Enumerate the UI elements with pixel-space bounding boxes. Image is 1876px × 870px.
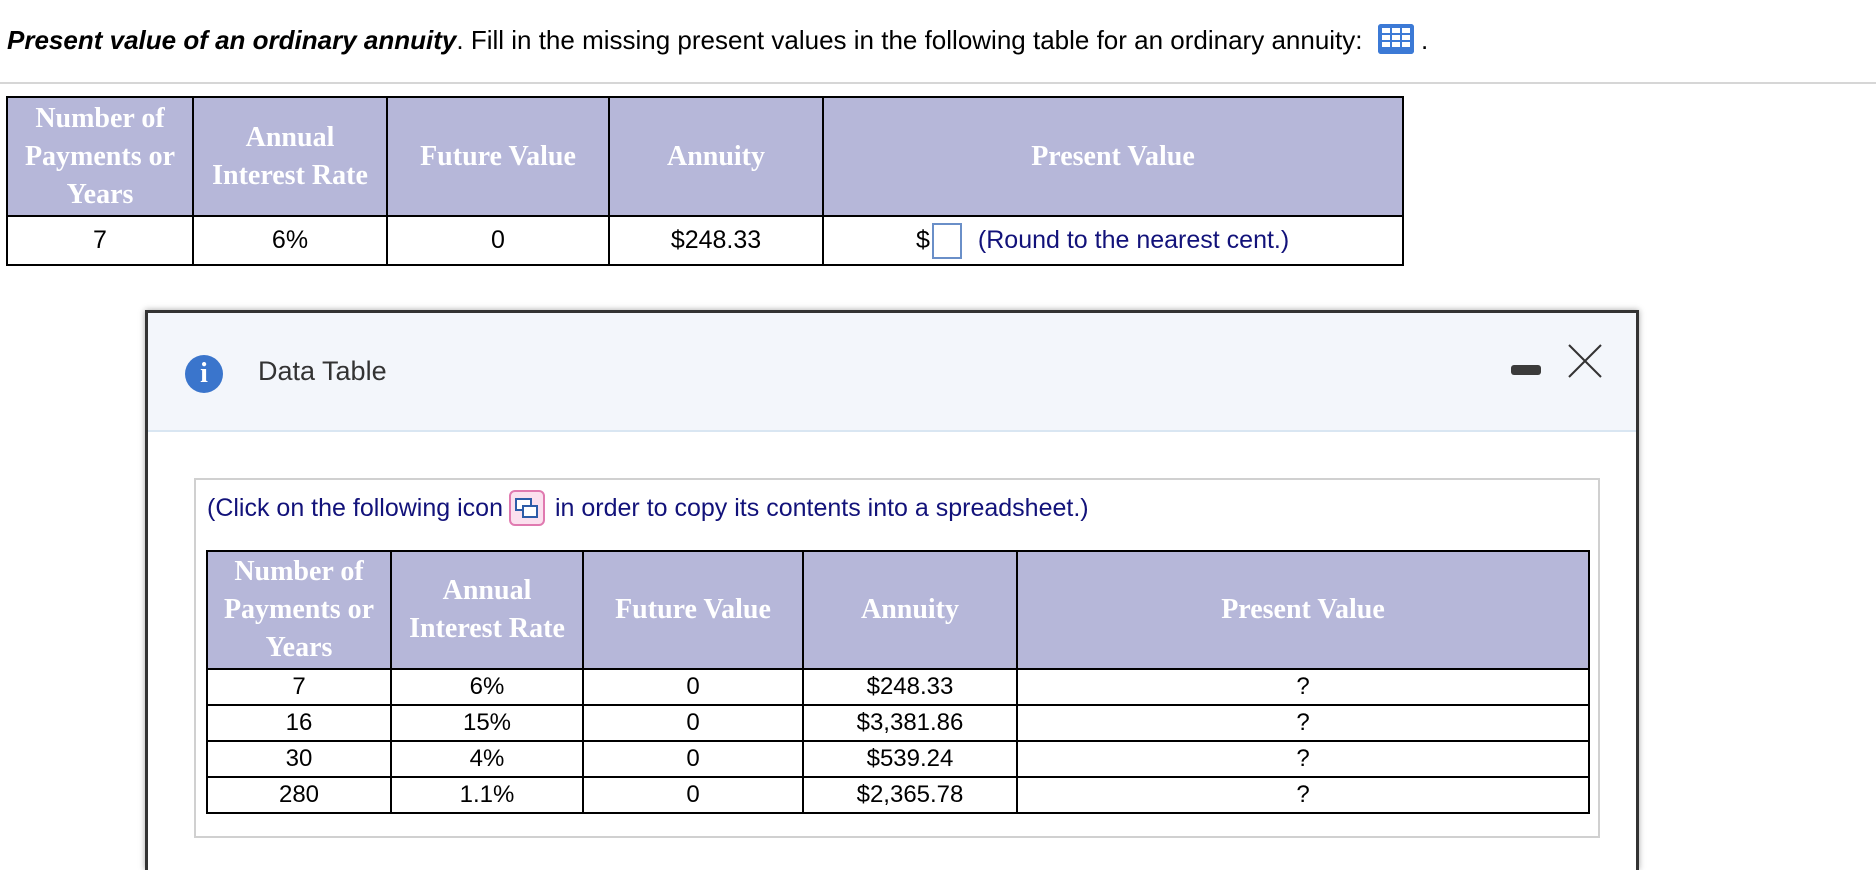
question-table: Number of Payments or Years Annual Inter…: [6, 96, 1404, 266]
dollar-sign: $: [916, 226, 930, 254]
copy-text-before: (Click on the following icon: [207, 493, 503, 522]
col-header-future-value: Future Value: [386, 96, 610, 217]
cell-annuity: $539.24: [802, 740, 1018, 778]
question-body: Fill in the missing present values in th…: [470, 25, 1363, 55]
cell-future-value: 0: [386, 215, 610, 266]
table-row: 280 1.1% 0 $2,365.78 ?: [206, 776, 1590, 814]
cell-years: 7: [206, 668, 392, 706]
col-header-years: Number of Payments or Years: [206, 550, 392, 670]
table-row: 7 6% 0 $248.33 $ (Round to the nearest c…: [6, 215, 1404, 266]
table-row: 7 6% 0 $248.33 ?: [206, 668, 1590, 706]
data-table-panel: (Click on the following icon in order to…: [194, 478, 1600, 838]
cell-future-value: 0: [582, 704, 804, 742]
copy-text-after: in order to copy its contents into a spr…: [554, 493, 1089, 522]
cell-present-value: ?: [1016, 776, 1590, 814]
minimize-icon[interactable]: [1511, 365, 1541, 375]
cell-future-value: 0: [582, 668, 804, 706]
cell-present-value: ?: [1016, 668, 1590, 706]
cell-annuity: $2,365.78: [802, 776, 1018, 814]
col-header-present-value: Present Value: [1016, 550, 1590, 670]
cell-rate: 4%: [390, 740, 584, 778]
col-header-annuity: Annuity: [802, 550, 1018, 670]
present-value-input[interactable]: [931, 222, 962, 259]
dialog-header: i Data Table: [148, 313, 1636, 432]
col-header-rate: Annual Interest Rate: [192, 96, 388, 217]
col-header-rate: Annual Interest Rate: [390, 550, 584, 670]
cell-years: 7: [6, 215, 194, 266]
cell-annuity: $3,381.86: [802, 704, 1018, 742]
cell-future-value: 0: [582, 740, 804, 778]
rounding-hint: (Round to the nearest cent.): [977, 226, 1290, 254]
info-icon: i: [185, 355, 223, 393]
col-header-years: Number of Payments or Years: [6, 96, 194, 217]
table-header-row: Number of Payments or Years Annual Inter…: [206, 550, 1590, 670]
table-row: 16 15% 0 $3,381.86 ?: [206, 704, 1590, 742]
cell-present-value: ?: [1016, 740, 1590, 778]
dialog-title: Data Table: [258, 356, 387, 386]
table-grid-icon[interactable]: [1377, 24, 1414, 55]
cell-present-value: $ (Round to the nearest cent.): [822, 215, 1404, 266]
copy-to-spreadsheet-icon[interactable]: [508, 490, 545, 526]
close-icon[interactable]: [1566, 342, 1604, 380]
copy-instruction: (Click on the following icon in order to…: [207, 490, 1089, 526]
question-title-suffix: .: [456, 25, 464, 55]
cell-years: 30: [206, 740, 392, 778]
data-table-dialog: i Data Table (Click on the following ico…: [145, 310, 1639, 870]
cell-rate: 1.1%: [390, 776, 584, 814]
cell-annuity: $248.33: [802, 668, 1018, 706]
col-header-annuity: Annuity: [608, 96, 824, 217]
table-row: 30 4% 0 $539.24 ?: [206, 740, 1590, 778]
col-header-future-value: Future Value: [582, 550, 804, 670]
col-header-present-value: Present Value: [822, 96, 1404, 217]
cell-present-value: ?: [1016, 704, 1590, 742]
question-title: Present value of an ordinary annuity: [7, 25, 457, 55]
cell-years: 16: [206, 704, 392, 742]
table-header-row: Number of Payments or Years Annual Inter…: [6, 96, 1404, 217]
cell-years: 280: [206, 776, 392, 814]
data-table: Number of Payments or Years Annual Inter…: [206, 550, 1590, 814]
divider: [0, 82, 1876, 84]
question-text: Present value of an ordinary annuity. Fi…: [7, 22, 1428, 58]
question-trailing: .: [1420, 25, 1429, 55]
cell-rate: 15%: [390, 704, 584, 742]
cell-future-value: 0: [582, 776, 804, 814]
cell-annuity: $248.33: [608, 215, 824, 266]
cell-rate: 6%: [192, 215, 388, 266]
cell-rate: 6%: [390, 668, 584, 706]
